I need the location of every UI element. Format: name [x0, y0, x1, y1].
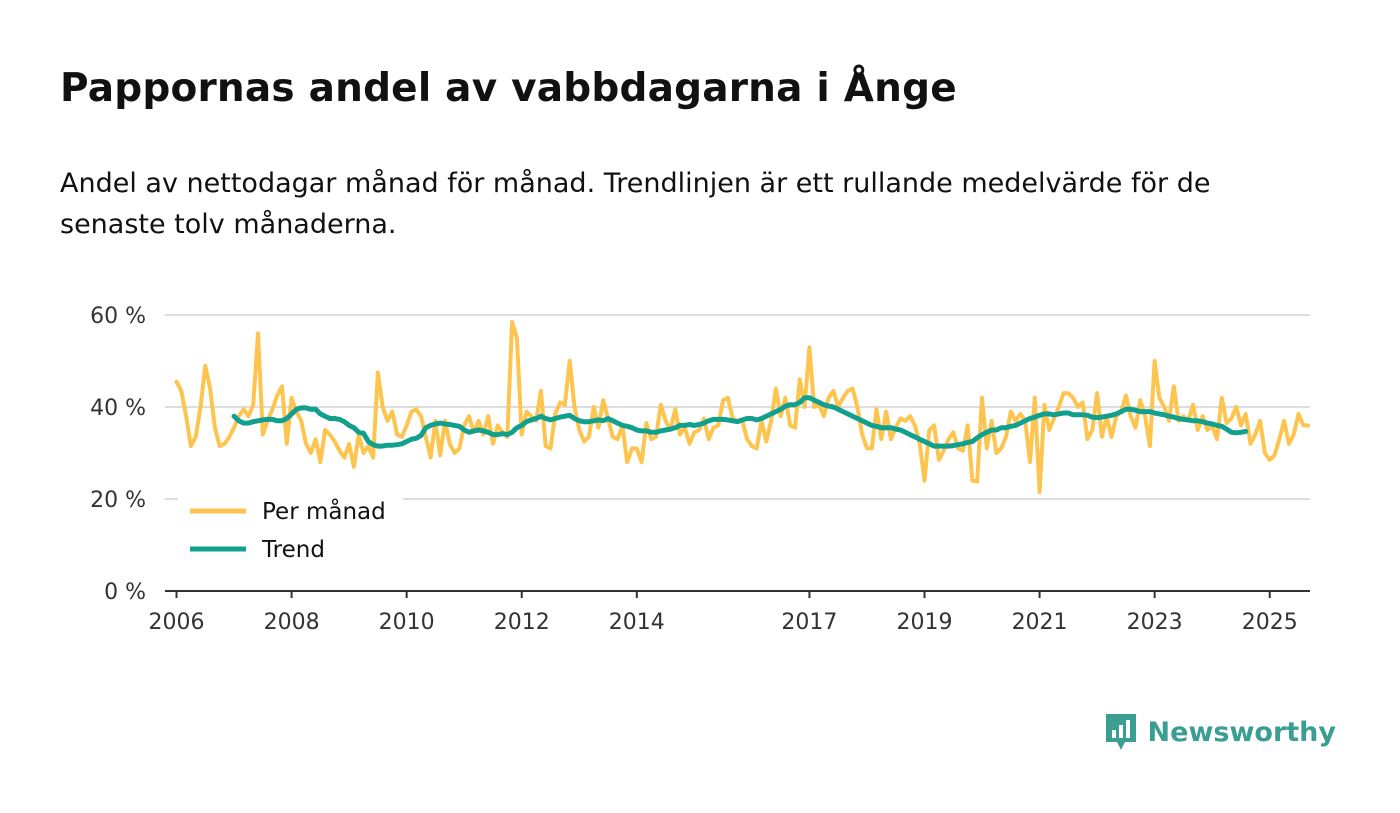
- y-tick-label: 0 %: [104, 580, 146, 605]
- x-tick-label: 2021: [1012, 610, 1068, 635]
- chart-subtitle: Andel av nettodagar månad för månad. Tre…: [60, 168, 1211, 240]
- series-line-trend: [231, 395, 1249, 449]
- y-tick-label: 60 %: [90, 304, 146, 329]
- y-tick-label: 20 %: [90, 488, 146, 513]
- legend-label-trend: Trend: [261, 537, 325, 563]
- x-tick-label: 2025: [1242, 610, 1298, 635]
- x-axis: 2006 2008 2010 2012 2014 2017 2019 2021 2023 2025: [149, 590, 1310, 635]
- line-chart: 0 % 20 % 40 % 60 % 2006 2008 2010 2012 2014 2017…: [90, 304, 1311, 635]
- x-tick-label: 2023: [1127, 610, 1183, 635]
- y-tick-label: 40 %: [90, 396, 146, 421]
- brand-name: Newsworthy: [1147, 716, 1336, 748]
- x-tick-label: 2014: [609, 610, 665, 635]
- legend-label-per-manad: Per månad: [262, 497, 386, 525]
- x-tick-label: 2008: [264, 610, 320, 635]
- y-axis-tick-labels: 0 % 20 % 40 % 60 %: [90, 304, 146, 605]
- series-lines: [174, 319, 1311, 495]
- x-tick-label: 2012: [494, 610, 550, 635]
- x-tick-label: 2019: [896, 610, 952, 635]
- x-tick-label: 2017: [781, 610, 837, 635]
- newsworthy-logo: Newsworthy: [1104, 712, 1336, 752]
- legend-background: [178, 491, 403, 573]
- x-tick-label: 2006: [149, 610, 205, 635]
- legend: Per månad Trend: [178, 491, 403, 573]
- x-tick-label: 2010: [379, 610, 435, 635]
- chart-title: Pappornas andel av vabbdagarna i Ånge: [60, 66, 957, 111]
- bar-chart-speech-bubble-icon: [1105, 714, 1136, 750]
